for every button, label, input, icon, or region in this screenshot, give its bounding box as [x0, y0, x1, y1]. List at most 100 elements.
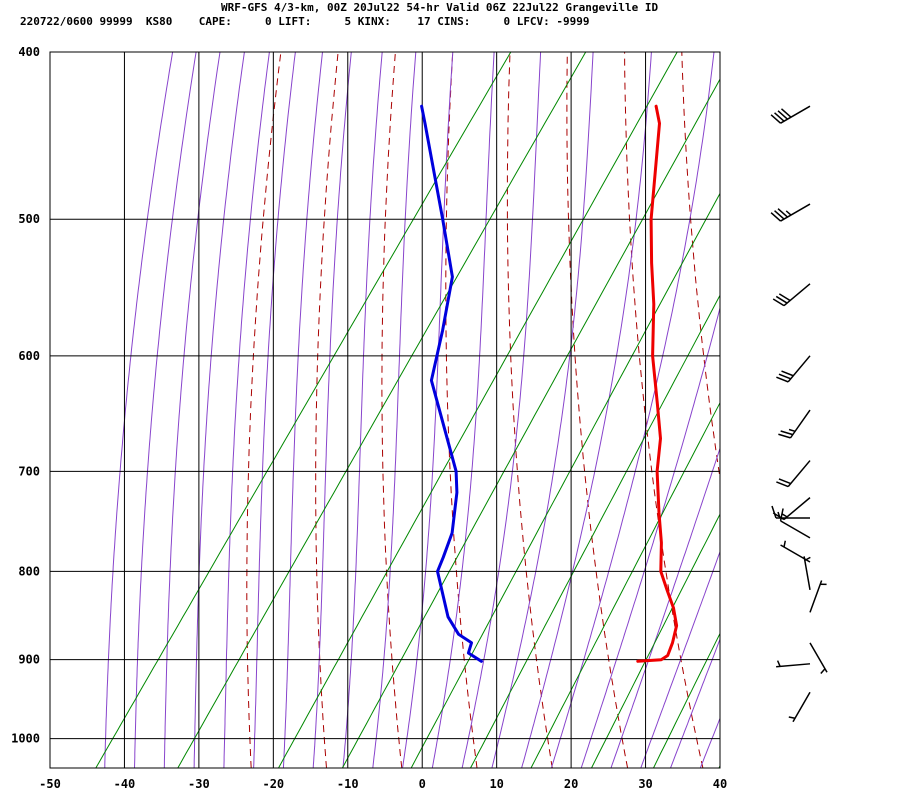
wind-barb-staff — [780, 520, 811, 539]
moist-adiabat — [134, 52, 197, 768]
wind-barb — [809, 580, 827, 613]
wind-barb-flag — [772, 298, 785, 307]
wind-barb-flag — [774, 112, 785, 122]
wind-barb-flag — [778, 433, 791, 439]
moist-adiabat — [730, 52, 900, 768]
wind-barb — [772, 283, 811, 307]
moist-adiabat — [193, 52, 245, 768]
wind-barb-flag — [775, 295, 788, 304]
y-tick-label: 1000 — [11, 732, 40, 746]
wind-barb-flag — [776, 376, 789, 383]
dry-adiabat — [624, 52, 704, 768]
wind-barb-staff — [783, 283, 811, 307]
wind-barb-half-flag — [804, 556, 811, 562]
dry-adiabat — [739, 52, 853, 768]
moist-adiabat — [461, 52, 542, 768]
wind-barb-staff — [809, 580, 823, 613]
moist-adiabat — [610, 446, 720, 768]
moist-adiabat — [699, 717, 720, 768]
wind-barb-staff — [780, 203, 811, 222]
moist-adiabat — [253, 52, 296, 768]
wind-barb — [776, 355, 811, 383]
wind-barb-staff — [789, 409, 811, 439]
wind-barb-staff — [776, 663, 811, 668]
dry-adiabat — [796, 52, 900, 768]
wind-barb-staff — [783, 497, 811, 521]
wind-barb-flag — [770, 212, 782, 222]
dry-adiabat — [854, 52, 900, 768]
moist-adiabat — [431, 52, 495, 768]
mixing-ratio-line — [278, 52, 678, 768]
y-tick-label: 500 — [18, 212, 40, 226]
wind-barb-half-flag — [783, 540, 787, 548]
wind-barb-half-flag — [788, 716, 796, 719]
wind-barb-staff — [809, 642, 828, 673]
wind-barb-flag — [778, 478, 791, 485]
moist-adiabat — [282, 52, 323, 768]
wind-barb-flag — [780, 108, 792, 118]
moist-adiabat — [163, 52, 221, 768]
wind-barb — [778, 409, 811, 439]
moist-adiabat — [670, 637, 720, 768]
dry-adiabat — [681, 52, 720, 481]
wind-barb — [770, 203, 811, 222]
x-tick-label: 20 — [564, 777, 578, 791]
mixing-ratio-line — [410, 192, 720, 768]
mixing-ratio-line — [177, 52, 587, 768]
moist-adiabat — [104, 52, 174, 768]
wind-barb — [770, 105, 811, 124]
wind-barb-flag — [774, 210, 785, 220]
moist-adiabat — [491, 52, 594, 768]
wind-barb-staff — [780, 105, 811, 124]
dry-adiabat — [506, 52, 553, 768]
wind-barb — [803, 556, 811, 591]
x-tick-label: -40 — [114, 777, 136, 791]
moist-adiabat — [580, 306, 720, 768]
wind-barb — [780, 540, 811, 563]
stability-indices: 220722/0600 99999 KS80 CAPE: 0 LIFT: 5 K… — [20, 15, 590, 28]
wind-barb-flag — [778, 373, 791, 380]
x-tick-label: -10 — [337, 777, 359, 791]
background-lines — [95, 52, 900, 768]
y-tick-label: 800 — [18, 564, 40, 578]
x-tick-label: 0 — [419, 777, 426, 791]
moist-adiabat — [550, 52, 715, 768]
wind-barb-half-flag — [777, 511, 781, 519]
wind-barb-flag — [781, 370, 794, 377]
x-tick-label: 30 — [638, 777, 652, 791]
chart-title: WRF-GFS 4/3-km, 00Z 20Jul22 54-hr Valid … — [221, 1, 659, 14]
wind-barb-flag — [778, 293, 791, 302]
dry-adiabat — [381, 52, 403, 768]
wind-barb-half-flag — [820, 668, 826, 675]
wind-barb-flag — [777, 208, 788, 218]
wind-barb-flag — [770, 114, 782, 124]
wind-barbs — [770, 105, 828, 723]
moist-adiabat — [223, 52, 270, 768]
wind-barb-flag — [780, 430, 794, 436]
moist-adiabat — [640, 550, 720, 768]
x-tick-label: -50 — [39, 777, 61, 791]
x-tick-label: 10 — [489, 777, 503, 791]
mixing-ratio-line — [591, 513, 720, 768]
wind-barb-half-flag — [776, 660, 781, 667]
y-tick-label: 600 — [18, 349, 40, 363]
y-tick-label: 400 — [18, 45, 40, 59]
moist-adiabat — [521, 52, 652, 768]
dry-adiabat — [246, 52, 282, 768]
plot-grid — [49, 51, 721, 769]
wind-barb-flag — [776, 481, 789, 488]
mixing-ratio-line — [95, 52, 512, 768]
wind-barb-half-flag — [788, 428, 796, 433]
dry-adiabat — [445, 52, 478, 768]
mixing-ratio-line — [470, 294, 720, 768]
wind-barb — [779, 508, 811, 539]
wind-barb — [776, 660, 811, 668]
wind-barb-staff — [787, 460, 811, 488]
wind-barb-staff — [792, 691, 811, 723]
x-tick-label: 40 — [713, 777, 727, 791]
moist-adiabat — [312, 52, 352, 768]
wind-barb-staff — [803, 556, 811, 591]
wind-barb-staff — [787, 355, 811, 383]
wind-barb — [809, 642, 828, 675]
